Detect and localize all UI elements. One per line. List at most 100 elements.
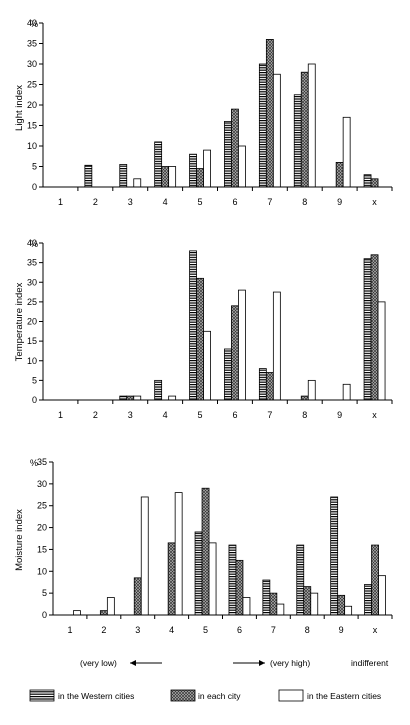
panel3-x-tick-label-5: 5 <box>203 625 208 635</box>
panel3-bar-western-5 <box>194 531 203 616</box>
panel3-y-axis-label: Moisture index <box>14 509 25 571</box>
panel1-bar-eastern-7 <box>272 73 281 188</box>
panel1-unit-label: % <box>30 19 38 29</box>
panel2-bar-each-city-x <box>370 254 379 401</box>
panel1-bar-each-city-7 <box>265 39 274 188</box>
panel2-y-tick-label-4: 20 <box>27 317 37 327</box>
panel2-bar-eastern-7 <box>272 291 281 401</box>
panel3-x-tick-label-3: 3 <box>135 625 140 635</box>
panel3-bar-western-6 <box>228 544 237 616</box>
panel1-bar-western-x <box>363 174 372 188</box>
panel3-y-tick-label-1: 5 <box>42 588 47 598</box>
panel1-x-tick-label-9: 9 <box>337 197 342 207</box>
panel3-bar-eastern-5 <box>208 542 217 616</box>
panel2-x-tick-label-6: 6 <box>232 410 237 420</box>
panel3-x-tick-label-7: 7 <box>271 625 276 635</box>
legend-label-western: in the Western cities <box>58 691 134 701</box>
legend-label-each-city: in each city <box>198 691 241 701</box>
panel2-bar-eastern-4 <box>168 395 177 401</box>
panel2-y-tick-label-7: 35 <box>27 258 37 268</box>
panel2-bar-eastern-6 <box>238 289 246 401</box>
panel1-bar-western-7 <box>258 63 267 188</box>
panel3-y-tick-label-5: 25 <box>37 501 47 511</box>
panel1-x-tick-label-5: 5 <box>198 197 203 207</box>
panel1-bar-eastern-4 <box>168 166 177 188</box>
panel1-x-tick-label-x: x <box>372 197 377 207</box>
panel3-bar-western-7 <box>262 579 271 616</box>
panel3-bar-each-city-4 <box>167 542 176 616</box>
panel2-y-axis-label: Temperature index <box>14 282 25 361</box>
panel3-bar-each-city-6 <box>235 559 244 616</box>
panel1-bar-western-5 <box>189 153 197 188</box>
panel1-x-tick-label-8: 8 <box>302 197 307 207</box>
panel2-bar-eastern-9 <box>342 383 351 401</box>
panel3-bar-western-8 <box>296 544 305 616</box>
panel3-bar-eastern-3 <box>140 496 149 616</box>
panel1-bar-each-city-6 <box>231 108 239 188</box>
panel1-bar-western-6 <box>224 121 232 188</box>
panel3-bar-eastern-1 <box>73 610 81 616</box>
panel1-y-tick-label-8: 40 <box>27 18 37 28</box>
panel1-x-tick-label-7: 7 <box>267 197 272 207</box>
panel3-bar-eastern-7 <box>276 603 285 616</box>
panel3-y-tick-label-0: 0 <box>42 610 47 620</box>
panel1-y-tick-label-3: 15 <box>27 121 37 131</box>
panel1-bar-each-city-4 <box>161 166 170 188</box>
panel1-bar-each-city-x <box>370 178 379 188</box>
panel2-bar-each-city-6 <box>231 305 239 401</box>
panel1-bar-western-4 <box>154 141 163 188</box>
panel1-x-tick-label-2: 2 <box>93 197 98 207</box>
panel3-bar-eastern-2 <box>106 597 115 616</box>
panel3-x-tick-label-1: 1 <box>67 625 72 635</box>
panel2-x-tick-label-2: 2 <box>93 410 98 420</box>
panel1-x-tick-label-1: 1 <box>58 197 63 207</box>
panel1-y-tick-label-0: 0 <box>32 182 37 192</box>
panel3-bar-each-city-3 <box>133 577 142 616</box>
panel3-x-tick-label-8: 8 <box>305 625 310 635</box>
panel2-x-tick-label-1: 1 <box>58 410 63 420</box>
panel2-bar-western-3 <box>119 395 128 401</box>
panel3-x-tick-label-9: 9 <box>339 625 344 635</box>
panel1-bar-each-city-9 <box>335 161 344 188</box>
arrow-right-head <box>259 660 265 666</box>
panel2-y-tick-label-5: 25 <box>27 297 37 307</box>
panel2-y-tick-label-6: 30 <box>27 277 37 287</box>
panel3-y-tick-label-4: 20 <box>37 523 47 533</box>
panel2-y-tick-label-8: 40 <box>27 238 37 248</box>
panel2-y-tick-label-3: 15 <box>27 336 37 346</box>
panel1-bar-western-3 <box>119 164 128 188</box>
panel1-bar-each-city-5 <box>196 168 204 188</box>
panel3-bar-each-city-x <box>371 544 379 616</box>
panel2-x-tick-label-5: 5 <box>198 410 203 420</box>
panel1-y-tick-label-6: 30 <box>27 59 37 69</box>
panel2-y-tick-label-1: 5 <box>32 375 37 385</box>
panel1-bar-eastern-8 <box>307 63 316 188</box>
very-low-label: (very low) <box>80 658 117 668</box>
panel1-bar-western-2 <box>84 164 93 188</box>
panel1-bar-eastern-9 <box>342 116 351 188</box>
panel2-bar-eastern-8 <box>307 379 316 401</box>
panel3-x-tick-label-6: 6 <box>237 625 242 635</box>
panel2-bar-western-7 <box>258 368 267 401</box>
panel3-bar-western-9 <box>330 496 339 616</box>
panel3-bar-western-x <box>364 584 372 616</box>
panel2-x-tick-label-x: x <box>372 410 377 420</box>
panel2-x-tick-label-7: 7 <box>267 410 272 420</box>
panel1-bar-eastern-5 <box>203 149 211 188</box>
panel3-y-tick-label-7: 35 <box>37 457 47 467</box>
panel2-bar-each-city-7 <box>265 372 274 401</box>
panel3-y-tick-label-3: 15 <box>37 544 47 554</box>
panel1-x-tick-label-4: 4 <box>163 197 168 207</box>
panel2-y-tick-label-2: 10 <box>27 356 37 366</box>
panel2-bar-eastern-5 <box>203 330 211 401</box>
panel3-unit-label: % <box>30 458 38 468</box>
panel3-bar-eastern-x <box>378 575 386 616</box>
panel1-bar-eastern-3 <box>133 178 142 188</box>
panel3-bar-each-city-9 <box>337 594 346 616</box>
legend-label-eastern: in the Eastern cities <box>307 691 381 701</box>
panel2-bar-each-city-5 <box>196 277 204 401</box>
panel2-bar-each-city-3 <box>126 395 135 401</box>
panel2-x-tick-label-9: 9 <box>337 410 342 420</box>
panel3-bar-each-city-5 <box>201 487 210 616</box>
panel2-bar-western-6 <box>224 348 232 401</box>
